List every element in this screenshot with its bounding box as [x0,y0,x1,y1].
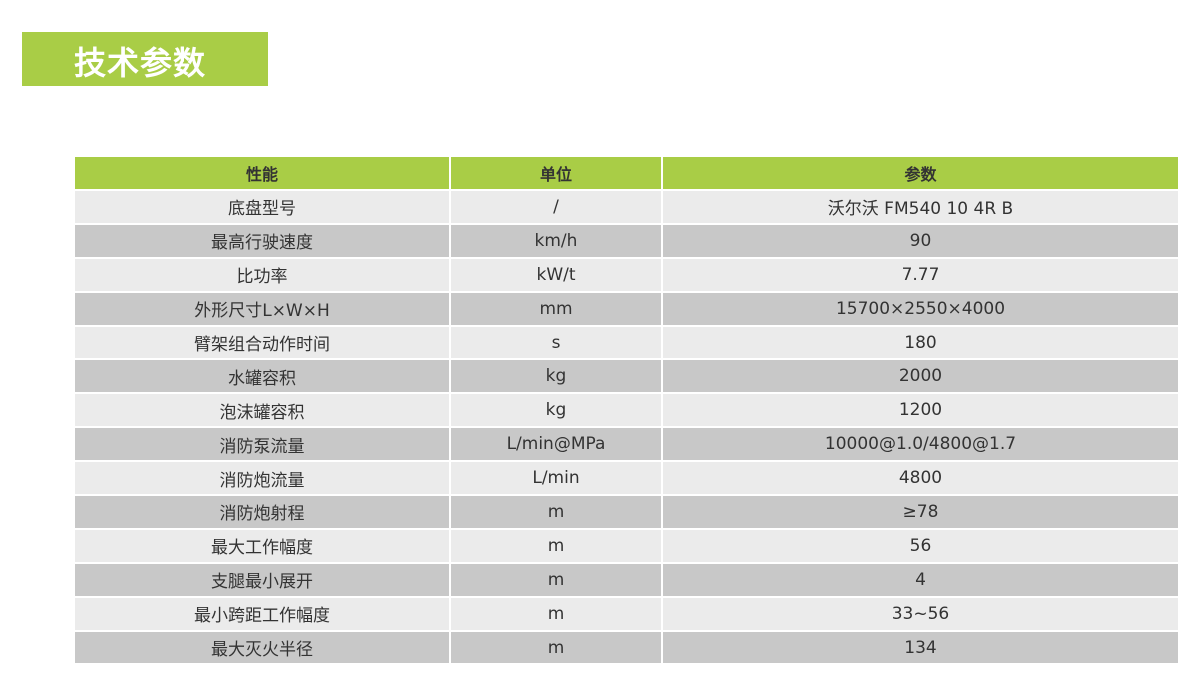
table-row: 消防炮流量 L/min 4800 [75,462,1178,495]
parameter-cell: 4800 [663,462,1178,495]
unit-cell: L/min@MPa [451,428,661,461]
spec-table: 性能 单位 参数 底盘型号 / 沃尔沃 FM540 10 4R B 最高行驶速度 km/… [75,157,1178,665]
parameter-cell: 1200 [663,394,1178,427]
table-row: 泡沫罐容积 kg 1200 [75,394,1178,427]
unit-cell: kg [451,394,661,427]
table-row: 比功率 kW/t 7.77 [75,258,1178,291]
parameter-cell: 180 [663,326,1178,359]
parameter-cell: 15700×2550×4000 [663,292,1178,325]
unit-cell: m [451,496,661,528]
unit-cell: / [451,191,661,223]
table-row: 最大工作幅度 m 56 [75,529,1178,562]
performance-cell: 外形尺寸L×W×H [75,292,449,325]
performance-cell: 最大工作幅度 [75,529,449,562]
parameter-cell: 沃尔沃 FM540 10 4R B [663,191,1178,223]
performance-cell: 底盘型号 [75,191,449,223]
performance-cell: 水罐容积 [75,360,449,393]
unit-cell: kg [451,360,661,393]
unit-cell: km/h [451,224,661,257]
table-row: 水罐容积 kg 2000 [75,360,1178,393]
unit-cell: L/min [451,462,661,495]
unit-cell: m [451,563,661,596]
unit-cell: mm [451,292,661,325]
performance-cell: 消防炮射程 [75,496,449,528]
performance-cell: 最高行驶速度 [75,224,449,257]
parameter-cell: ≥78 [663,496,1178,528]
parameter-cell: 4 [663,563,1178,596]
parameter-cell: 10000@1.0/4800@1.7 [663,428,1178,461]
parameter-cell: 90 [663,224,1178,257]
header-performance: 性能 [75,157,449,189]
parameter-cell: 2000 [663,360,1178,393]
performance-cell: 比功率 [75,258,449,291]
table-row: 外形尺寸L×W×H mm 15700×2550×4000 [75,292,1178,325]
section-title: 技术参数 [74,44,207,82]
performance-cell: 支腿最小展开 [75,563,449,596]
table-row: 支腿最小展开 m 4 [75,563,1178,596]
unit-cell: m [451,631,661,664]
parameter-cell: 7.77 [663,258,1178,291]
performance-cell: 最小跨距工作幅度 [75,597,449,630]
performance-cell: 泡沫罐容积 [75,394,449,427]
unit-cell: m [451,529,661,562]
performance-cell: 消防泵流量 [75,428,449,461]
table-row: 最大灭火半径 m 134 [75,631,1178,664]
table-row: 消防炮射程 m ≥78 [75,496,1178,528]
header-parameter: 参数 [663,157,1178,189]
unit-cell: s [451,326,661,359]
table-row: 最小跨距工作幅度 m 33~56 [75,597,1178,630]
table-row: 底盘型号 / 沃尔沃 FM540 10 4R B [75,191,1178,223]
parameter-cell: 56 [663,529,1178,562]
table-header: 性能 单位 参数 [75,157,1178,189]
unit-cell: kW/t [451,258,661,291]
table-row: 消防泵流量 L/min@MPa 10000@1.0/4800@1.7 [75,428,1178,461]
parameter-cell: 134 [663,631,1178,664]
table-row: 臂架组合动作时间 s 180 [75,326,1178,359]
performance-cell: 最大灭火半径 [75,631,449,664]
unit-cell: m [451,597,661,630]
parameter-cell: 33~56 [663,597,1178,630]
section-title-banner: 技术参数 [22,32,268,86]
performance-cell: 臂架组合动作时间 [75,326,449,359]
table-row: 最高行驶速度 km/h 90 [75,224,1178,257]
performance-cell: 消防炮流量 [75,462,449,495]
header-unit: 单位 [451,157,661,189]
